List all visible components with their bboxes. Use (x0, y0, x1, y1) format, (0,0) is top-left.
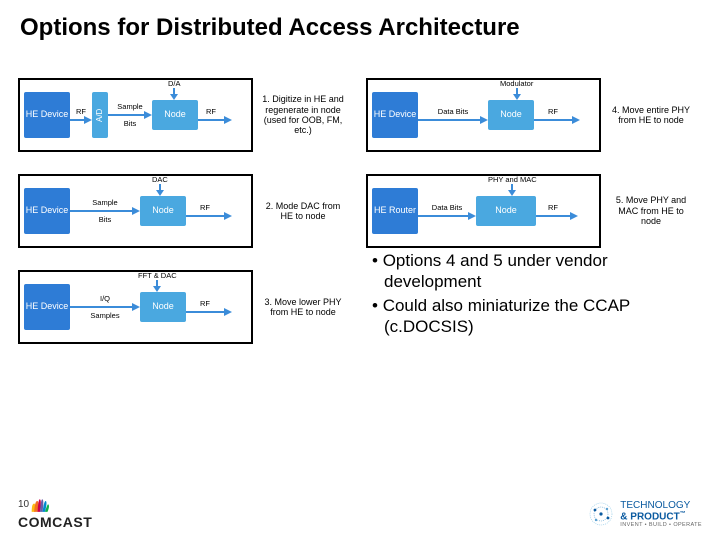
arrow-label: Data Bits (432, 203, 462, 212)
tp-logo: TECHNOLOGY & PRODUCT™ INVENT • BUILD • O… (588, 501, 702, 528)
node-label: Node (164, 110, 186, 119)
arrow-iq: I/Q Samples (70, 294, 140, 320)
arrow-label: RF (206, 107, 216, 116)
arrow-label: Sample (117, 102, 142, 111)
node-box: Node (140, 196, 186, 226)
tp-text-block: TECHNOLOGY & PRODUCT™ INVENT • BUILD • O… (620, 501, 702, 528)
arrow-rf-out: RF (186, 203, 232, 220)
options-grid: D/A HE Device RF A/D Sample Bits Node RF (18, 78, 702, 344)
diagram-2: DAC HE Device Sample Bits Node RF (18, 174, 253, 248)
bullet-list: Options 4 and 5 under vendor development… (366, 250, 696, 339)
node-box: Node (140, 292, 186, 322)
top-arrow-fftdac: FFT & DAC (138, 271, 177, 292)
node-label: Node (152, 206, 174, 215)
label-dac: DAC (152, 175, 168, 184)
bullets-block: Options 4 and 5 under vendor development… (366, 250, 696, 344)
arrow-sample: Sample Bits (108, 102, 152, 128)
arrow-label: I/Q (100, 294, 110, 303)
ad-box: A/D (92, 92, 108, 138)
he-label: HE Device (374, 110, 417, 119)
arrow-label: Data Bits (438, 107, 468, 116)
page-title: Options for Distributed Access Architect… (20, 14, 520, 42)
option-2: DAC HE Device Sample Bits Node RF 2. Mod… (18, 174, 354, 248)
option-3: FFT & DAC HE Device I/Q Samples Node RF … (18, 270, 354, 344)
option-5: PHY and MAC HE Router Data Bits Node RF … (366, 174, 702, 248)
top-arrow-da: D/A (168, 79, 181, 100)
arrow-label: Samples (90, 311, 119, 320)
node-label: Node (152, 302, 174, 311)
caption-2: 2. Mode DAC from HE to node (259, 201, 347, 222)
diagram-3: FFT & DAC HE Device I/Q Samples Node RF (18, 270, 253, 344)
ad-label: A/D (96, 108, 104, 121)
bullet-2: Could also miniaturize the CCAP (c.DOCSI… (380, 295, 696, 338)
arrow-sample: Sample Bits (70, 198, 140, 224)
diagram-4: Modulator HE Device Data Bits Node RF (366, 78, 601, 152)
arrow-label: RF (200, 203, 210, 212)
label-phymac: PHY and MAC (488, 175, 537, 184)
arrow-label: Bits (99, 215, 112, 224)
node-label: Node (495, 206, 517, 215)
node-box: Node (476, 196, 536, 226)
tp-line2: & PRODUCT™ (620, 511, 702, 522)
option-4: Modulator HE Device Data Bits Node RF 4.… (366, 78, 702, 152)
label-modulator: Modulator (500, 79, 533, 88)
caption-1: 1. Digitize in HE and regenerate in node… (259, 94, 347, 135)
caption-4: 4. Move entire PHY from HE to node (607, 105, 695, 126)
peacock-icon (30, 498, 50, 514)
he-device-box: HE Device (24, 188, 70, 234)
he-router-box: HE Router (372, 188, 418, 234)
arrow-label: RF (548, 107, 558, 116)
he-label: HE Device (26, 206, 69, 215)
arrow-rf-out: RF (186, 299, 232, 316)
top-arrow-dac: DAC (152, 175, 168, 196)
arrow-rf-1: RF (70, 107, 92, 124)
diagram-1: D/A HE Device RF A/D Sample Bits Node RF (18, 78, 253, 152)
node-box: Node (488, 100, 534, 130)
he-device-box: HE Device (372, 92, 418, 138)
option-1: D/A HE Device RF A/D Sample Bits Node RF (18, 78, 354, 152)
diagram-5: PHY and MAC HE Router Data Bits Node RF (366, 174, 601, 248)
arrow-label: RF (548, 203, 558, 212)
node-box: Node (152, 100, 198, 130)
tp-globe-icon (588, 501, 614, 527)
arrow-label: Sample (92, 198, 117, 207)
top-arrow-phymac: PHY and MAC (488, 175, 537, 196)
arrow-label: RF (76, 107, 86, 116)
comcast-logo: COMCAST (18, 514, 92, 530)
tp-line1: TECHNOLOGY (620, 501, 702, 511)
label-da: D/A (168, 79, 181, 88)
arrow-rf-out: RF (534, 107, 580, 124)
tp-tagline: INVENT • BUILD • OPERATE (620, 522, 702, 528)
caption-5: 5. Move PHY and MAC from HE to node (607, 195, 695, 226)
arrow-label: RF (200, 299, 210, 308)
top-arrow-mod: Modulator (500, 79, 533, 100)
label-fftdac: FFT & DAC (138, 271, 177, 280)
bullet-1: Options 4 and 5 under vendor development (380, 250, 696, 293)
arrow-rf-out: RF (198, 107, 232, 124)
arrow-label: Bits (124, 119, 137, 128)
he-device-box: HE Device (24, 92, 70, 138)
he-label: HE Device (26, 302, 69, 311)
node-label: Node (500, 110, 522, 119)
arrow-rf-out: RF (536, 203, 578, 220)
he-label: HE Router (374, 206, 416, 215)
he-label: HE Device (26, 110, 69, 119)
page-number: 10 (18, 499, 29, 510)
caption-3: 3. Move lower PHY from HE to node (259, 297, 347, 318)
arrow-databits: Data Bits (418, 107, 488, 124)
he-device-box: HE Device (24, 284, 70, 330)
footer: 10 COMCAST TECHNOLOGY & PRODUCT™ INVENT … (0, 492, 720, 532)
arrow-databits: Data Bits (418, 203, 476, 220)
